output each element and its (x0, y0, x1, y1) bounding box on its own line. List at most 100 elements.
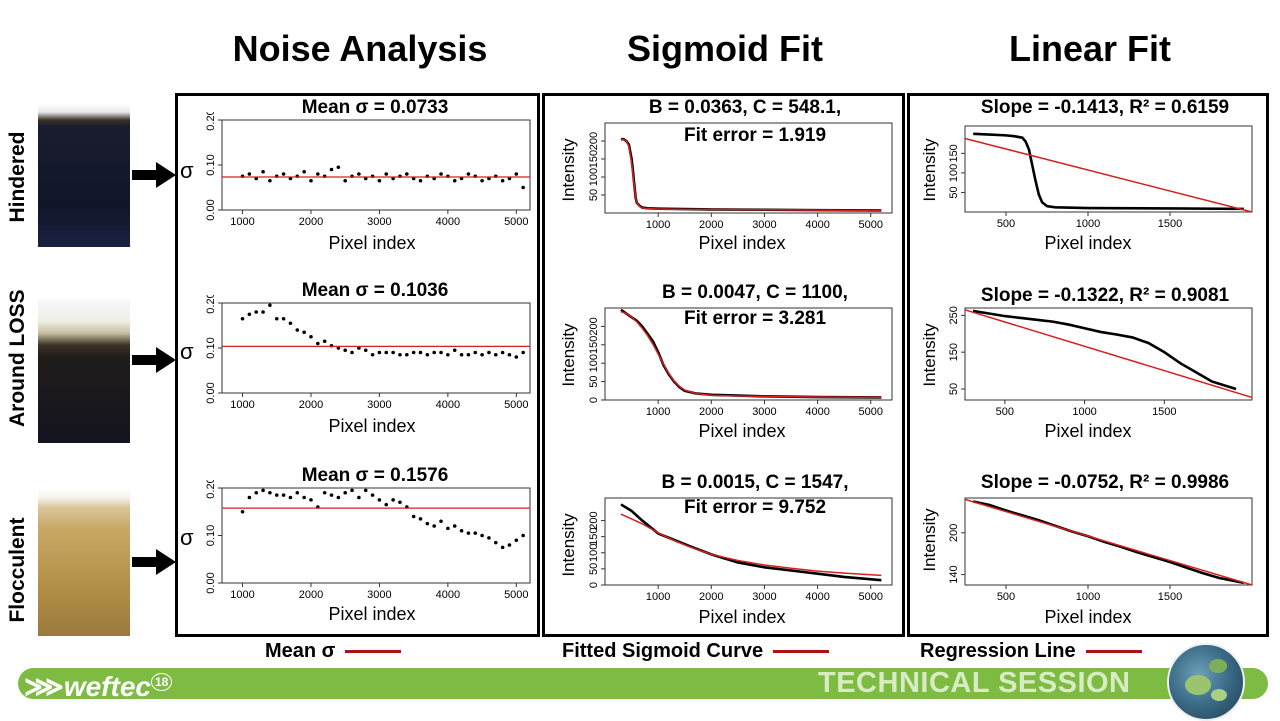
sigmoid-title-hindered-line1: B = 0.0363, C = 548.1, (648, 97, 842, 118)
x-tick-label: 3000 (367, 399, 391, 411)
data-point (247, 495, 252, 500)
y-tick-label: 100 (948, 164, 960, 182)
y-tick-label: 100 (588, 354, 600, 372)
data-point (446, 526, 450, 531)
sigmoid-xlabel-around-loss: Pixel index (698, 421, 786, 441)
x-tick-label: 4000 (805, 591, 829, 603)
y-tick-label: 0.10 (205, 154, 217, 175)
y-tick-label: 0.10 (205, 525, 217, 546)
linear-fit-panel (907, 93, 1269, 637)
x-tick-label: 4000 (805, 406, 829, 418)
data-point (309, 178, 313, 183)
legend-line-swatch (773, 650, 830, 654)
data-point (316, 172, 320, 176)
data-point (391, 498, 395, 502)
y-tick-label: 200 (588, 511, 600, 529)
data-point (288, 495, 293, 500)
data-point (459, 352, 464, 357)
data-point (309, 498, 313, 502)
noise-plot-title-hindered: Mean σ = 0.0733 (301, 97, 449, 118)
data-point (268, 178, 272, 183)
x-tick-label: 5000 (858, 406, 882, 418)
data-point (473, 350, 478, 355)
data-point (521, 350, 525, 355)
legend-regression-line-label: Regression Line (920, 640, 1076, 662)
y-tick-label: 0.00 (205, 199, 217, 220)
sample-cylinder-photo-around-loss (38, 297, 130, 443)
sigmoid-xlabel-hindered: Pixel index (698, 233, 786, 253)
linear-xlabel-flocculent: Pixel index (1044, 607, 1132, 627)
y-tick-label: 150 (588, 336, 600, 354)
data-point (411, 514, 416, 519)
data-point (240, 509, 245, 514)
y-tick-label: 100 (588, 168, 600, 186)
x-tick-label: 1500 (1158, 591, 1182, 603)
x-tick-label: 500 (997, 218, 1015, 230)
weftec-logo-icon: ⋙ (24, 671, 64, 702)
data-point (405, 172, 409, 176)
linear-title-flocculent: Slope = -0.0752, R² = 0.9986 (980, 472, 1230, 493)
data-point (268, 303, 272, 308)
linear-xlabel-hindered: Pixel index (1044, 233, 1132, 253)
sigma-axis-label: σ (180, 525, 194, 550)
data-point (336, 165, 341, 170)
data-point (439, 350, 443, 355)
data-point (357, 172, 361, 176)
linear-chart-around-loss: 500 1000 1500 50 150 250 (948, 306, 1253, 418)
data-point (418, 350, 423, 355)
data-point (274, 316, 279, 321)
x-tick-label: 5000 (858, 591, 882, 603)
data-point (309, 334, 313, 339)
intensity-profile-line (972, 309, 1237, 391)
x-tick-label: 3000 (367, 589, 391, 601)
linear-title-hindered: Slope = -0.1413, R² = 0.6159 (980, 97, 1230, 118)
data-point (377, 178, 382, 183)
y-tick-label: 150 (948, 343, 960, 361)
plot-frame (604, 307, 893, 401)
x-tick-label: 1000 (646, 219, 670, 231)
row-label-around-loss: Around LOSS (6, 289, 29, 427)
data-point (370, 352, 375, 357)
data-point (261, 169, 265, 174)
y-tick-label: 200 (588, 317, 600, 335)
data-point (500, 545, 505, 550)
x-tick-label: 4000 (436, 399, 460, 411)
regression-line (964, 137, 1253, 213)
x-tick-label: 1000 (1072, 406, 1096, 418)
y-tick-label: 0.20 (205, 112, 217, 131)
data-point (343, 348, 347, 353)
fitted-sigmoid-curve (620, 310, 882, 399)
noise-xlabel-flocculent: Pixel index (328, 604, 416, 624)
x-tick-label: 2000 (299, 216, 323, 228)
data-point (521, 533, 525, 538)
regression-line (964, 309, 1253, 399)
plot-frame (964, 497, 1253, 586)
arrow-right-icon (132, 347, 176, 373)
noise-chart-around-loss: 1000 2000 3000 4000 5000 0.00 0.10 0.20 (205, 295, 531, 411)
data-point (493, 352, 498, 357)
plot-frame (964, 125, 1253, 213)
column-title-noise: Noise Analysis (232, 28, 488, 69)
x-tick-label: 2000 (299, 399, 323, 411)
data-point (405, 352, 409, 357)
data-point (391, 350, 395, 355)
data-point (514, 355, 519, 359)
data-point (439, 519, 443, 524)
intensity-profile-line (972, 500, 1245, 585)
plot-frame (964, 307, 1253, 401)
y-tick-label: 250 (948, 306, 960, 324)
y-tick-label: 140 (948, 565, 960, 583)
column-title-sigmoid: Sigmoid Fit (627, 28, 823, 69)
data-point (240, 316, 245, 321)
y-tick-label: 0.00 (205, 572, 217, 593)
data-point (446, 352, 450, 357)
x-tick-label: 5000 (504, 216, 528, 228)
noise-xlabel-around-loss: Pixel index (328, 416, 416, 436)
data-point (357, 346, 361, 350)
data-point (425, 521, 430, 526)
data-point (370, 493, 375, 497)
x-tick-label: 2000 (699, 406, 723, 418)
y-tick-label: 50 (948, 383, 960, 395)
